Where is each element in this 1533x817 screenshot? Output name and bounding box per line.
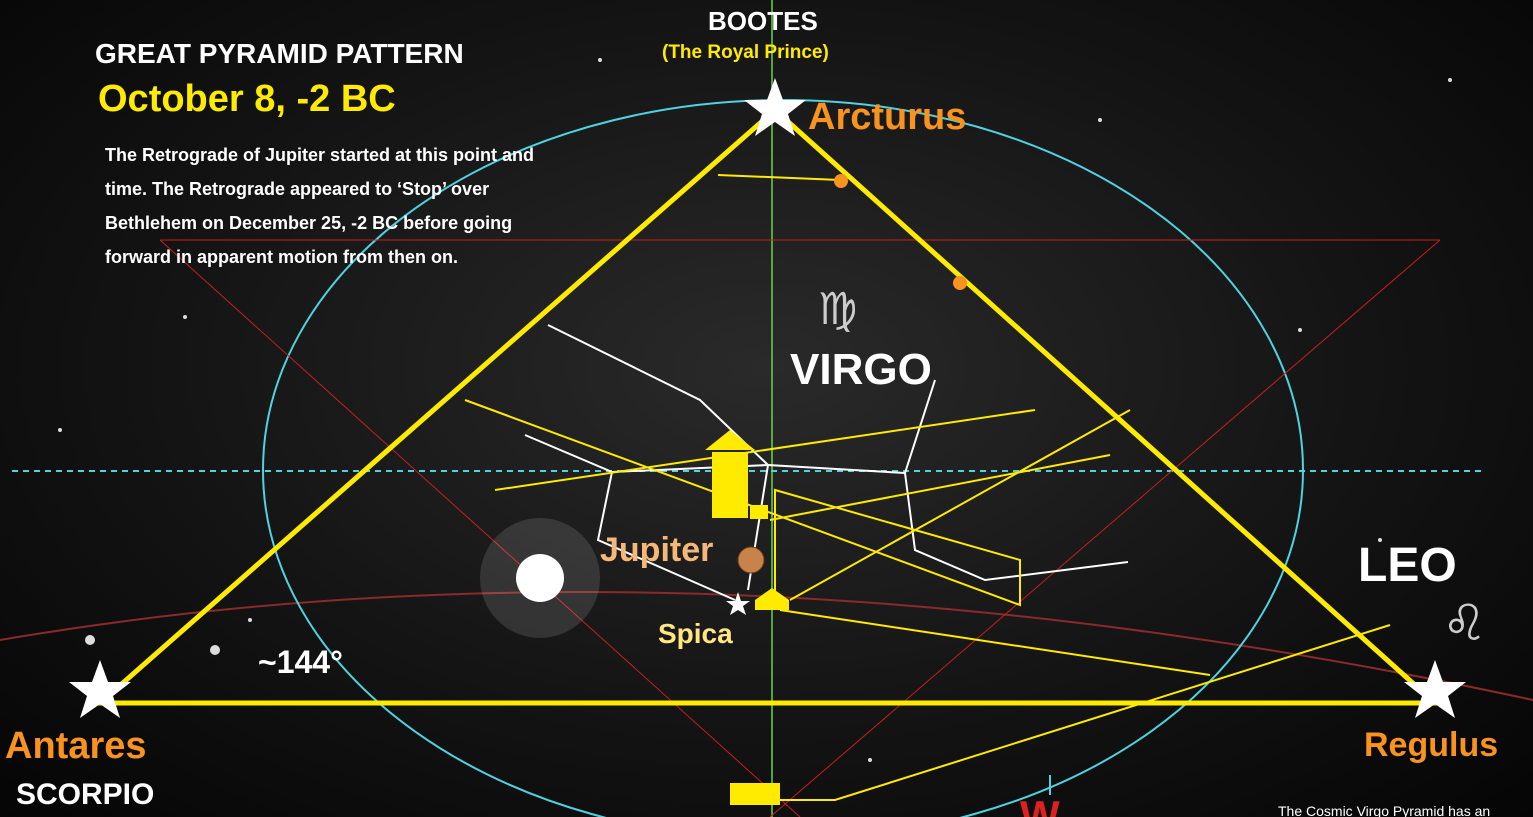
point — [953, 276, 967, 290]
yellow-line — [780, 625, 1390, 800]
marker — [755, 588, 789, 610]
antares-label: Antares — [5, 727, 147, 765]
sky-chart: BOOTES (The Royal Prince) GREAT PYRAMID … — [0, 0, 1533, 817]
sun — [516, 554, 564, 602]
yellow-line — [718, 175, 840, 180]
star — [183, 315, 187, 319]
jupiter-planet — [738, 547, 764, 573]
regulus-star — [1404, 660, 1466, 718]
marker — [730, 783, 780, 805]
jupiter-label: Jupiter — [600, 533, 713, 567]
star — [1448, 78, 1452, 82]
red-line — [160, 240, 800, 817]
star — [58, 428, 62, 432]
marker — [705, 430, 755, 450]
arcturus-label: Arcturus — [808, 98, 966, 136]
marker — [712, 452, 748, 518]
star — [1298, 328, 1302, 332]
virgo-label: VIRGO — [790, 348, 932, 392]
star — [868, 758, 872, 762]
description: The Retrograde of Jupiter started at thi… — [105, 138, 555, 274]
regulus-label: Regulus — [1364, 728, 1498, 762]
bootes-subtitle: (The Royal Prince) — [662, 43, 829, 62]
star — [598, 58, 602, 62]
star — [1098, 118, 1102, 122]
antares-star — [69, 660, 131, 718]
pyramid-inner-lines — [465, 175, 1390, 800]
point — [834, 174, 848, 188]
marker — [750, 505, 768, 519]
yellow-line — [780, 610, 1210, 675]
angle-label: ~144° — [258, 646, 343, 678]
leo-symbol: ♌ — [1442, 598, 1487, 648]
spica-label: Spica — [658, 620, 733, 648]
bootes-label: BOOTES — [708, 8, 818, 34]
footnote: The Cosmic Virgo Pyramid has an — [1278, 804, 1490, 817]
yellow-line — [770, 455, 1110, 520]
diagram — [0, 0, 1533, 817]
star — [85, 635, 95, 645]
direction-label: W — [1020, 795, 1060, 817]
red-line — [770, 240, 1440, 817]
red-lines — [160, 240, 1440, 817]
scorpio-label: SCORPIO — [16, 780, 154, 810]
star — [248, 618, 252, 622]
leo-label: LEO — [1358, 542, 1457, 590]
date: October 8, -2 BC — [98, 80, 396, 118]
title: GREAT PYRAMID PATTERN — [95, 40, 464, 68]
virgo-symbol: ♍ — [818, 288, 857, 332]
star — [210, 645, 220, 655]
